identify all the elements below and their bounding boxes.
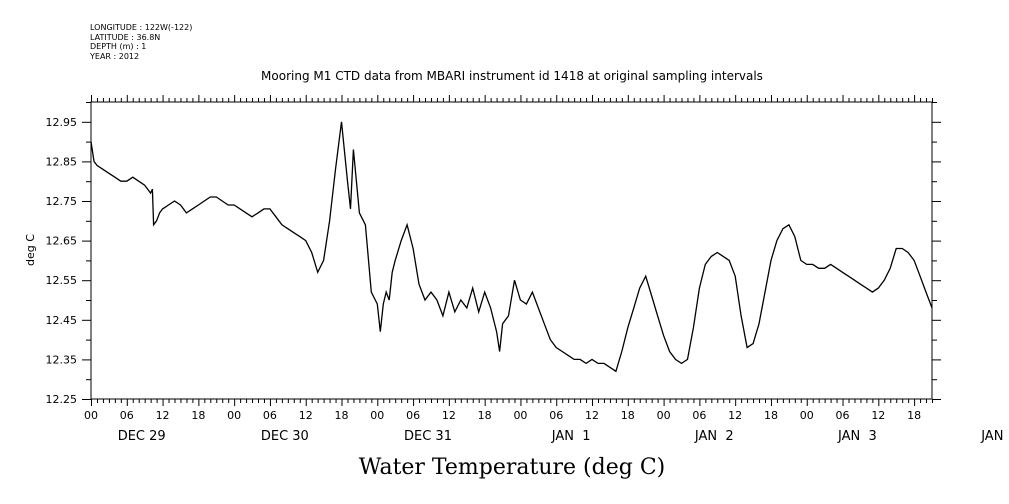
x-tick-label: 12 bbox=[585, 409, 599, 422]
x-tick-label: 06 bbox=[120, 409, 134, 422]
x-tick-label: 12 bbox=[871, 409, 885, 422]
day-label: JAN 4 bbox=[980, 429, 1009, 444]
x-tick-label: 06 bbox=[692, 409, 706, 422]
x-tick-label: 06 bbox=[406, 409, 420, 422]
y-tick-label: 12.35 bbox=[46, 353, 78, 366]
x-tick-label: 12 bbox=[442, 409, 456, 422]
x-tick-label: 18 bbox=[191, 409, 205, 422]
y-tick-label: 12.55 bbox=[46, 274, 78, 287]
x-axis-label: Water Temperature (deg C) bbox=[359, 455, 666, 480]
x-tick-labels: 00 06 12 18 00 06 12 18 00 06 12 18 00 06 12 18 00 06 12 18… bbox=[84, 409, 921, 422]
x-tick-label: 18 bbox=[478, 409, 492, 422]
day-label: JAN 3 bbox=[837, 429, 877, 444]
y-tick-label: 12.95 bbox=[46, 116, 78, 129]
chart-title: Mooring M1 CTD data from MBARI instrumen… bbox=[261, 69, 763, 83]
latitude-label: LATITUDE : 36.8N bbox=[90, 32, 161, 42]
x-tick-label: 18 bbox=[907, 409, 921, 422]
x-tick-label: 18 bbox=[621, 409, 635, 422]
day-labels: DEC 29 DEC 30 DEC 31 JAN 1 JAN 2 JAN 3 JAN 4 bbox=[118, 429, 1009, 444]
y-axis-label: deg C bbox=[24, 234, 37, 266]
x-tick-label: 06 bbox=[549, 409, 563, 422]
y-tick-label: 12.85 bbox=[46, 155, 78, 168]
year-label: YEAR : 2012 bbox=[90, 51, 140, 61]
y-tick-label: 12.65 bbox=[46, 235, 78, 248]
y-tick-label: 12.75 bbox=[46, 195, 78, 208]
x-tick-label: 00 bbox=[227, 409, 241, 422]
x-tick-label: 00 bbox=[513, 409, 527, 422]
day-label: DEC 29 bbox=[118, 429, 166, 444]
x-tick-label: 12 bbox=[728, 409, 742, 422]
y-tick-labels: 12.25 12.35 12.45 12.55 12.65 12.75 12.85 12.95 bbox=[46, 116, 78, 406]
y-tick-label: 12.45 bbox=[46, 314, 78, 327]
x-tick-label: 00 bbox=[800, 409, 814, 422]
series-line bbox=[90, 121, 933, 373]
x-tick-label: 00 bbox=[370, 409, 384, 422]
day-label: JAN 1 bbox=[551, 429, 591, 444]
x-tick-label: 12 bbox=[299, 409, 313, 422]
header-metadata: LONGITUDE : 122W(-122) LATITUDE : 36.8N … bbox=[90, 23, 192, 61]
day-label: JAN 2 bbox=[694, 429, 734, 444]
x-tick-label: 18 bbox=[335, 409, 349, 422]
plot-frame bbox=[90, 101, 933, 400]
day-label: DEC 31 bbox=[404, 429, 452, 444]
x-tick-label: 06 bbox=[836, 409, 850, 422]
x-tick-label: 06 bbox=[263, 409, 277, 422]
x-tick-label: 18 bbox=[764, 409, 778, 422]
x-tick-label: 12 bbox=[156, 409, 170, 422]
longitude-label: LONGITUDE : 122W(-122) bbox=[90, 23, 193, 32]
day-label: DEC 30 bbox=[261, 429, 309, 444]
x-tick-label: 00 bbox=[84, 409, 98, 422]
axis-ticks bbox=[82, 95, 941, 406]
y-tick-label: 12.25 bbox=[46, 393, 78, 406]
x-tick-label: 00 bbox=[657, 409, 671, 422]
plot-border bbox=[90, 101, 933, 400]
depth-label: DEPTH (m) : 1 bbox=[90, 42, 147, 51]
